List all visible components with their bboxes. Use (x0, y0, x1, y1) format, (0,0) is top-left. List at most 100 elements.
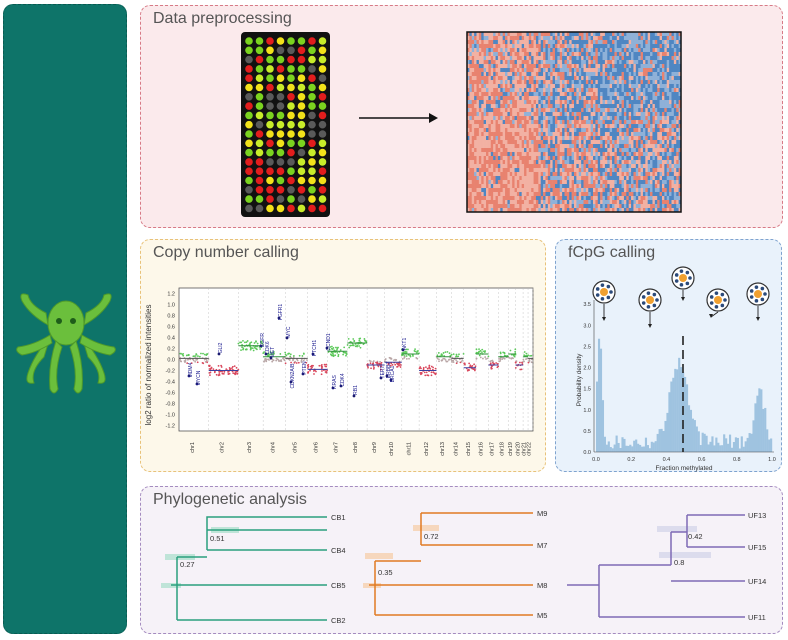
heatmap-cell (650, 180, 653, 184)
heatmap-cell (652, 180, 655, 184)
heatmap-cell (564, 128, 567, 132)
segment-point (395, 359, 397, 361)
heatmap-cell (676, 48, 679, 52)
heatmap-cell (641, 184, 644, 188)
heatmap-cell (491, 124, 494, 128)
heatmap-cell (477, 168, 480, 172)
heatmap-cell (488, 204, 491, 208)
heatmap-cell (569, 184, 572, 188)
heatmap-cell (598, 184, 601, 188)
heatmap-cell (664, 52, 667, 56)
heatmap-cell (591, 140, 594, 144)
heatmap-cell (626, 96, 629, 100)
heatmap-cell (624, 168, 627, 172)
heatmap-cell (645, 128, 648, 132)
heatmap-cell (624, 48, 627, 52)
heatmap-cell (500, 52, 503, 56)
heatmap-cell (567, 108, 570, 112)
heatmap-cell (600, 112, 603, 116)
heatmap-cell (529, 128, 532, 132)
heatmap-cell (645, 108, 648, 112)
heatmap-cell (486, 184, 489, 188)
heatmap-cell (593, 84, 596, 88)
heatmap-cell (624, 132, 627, 136)
heatmap-cell (498, 100, 501, 104)
heatmap-cell (595, 128, 598, 132)
heatmap-cell (648, 144, 651, 148)
microarray-dot (266, 149, 274, 157)
heatmap-cell (669, 120, 672, 124)
heatmap-cell (676, 92, 679, 96)
heatmap-cell (593, 80, 596, 84)
heatmap-cell (472, 128, 475, 132)
heatmap-cell (493, 152, 496, 156)
microarray-dot (308, 74, 316, 82)
heatmap-cell (529, 88, 532, 92)
heatmap-cell (510, 40, 513, 44)
heatmap-cell (574, 128, 577, 132)
heatmap-cell (538, 76, 541, 80)
heatmap-cell (488, 72, 491, 76)
heatmap-cell (657, 92, 660, 96)
heatmap-cell (588, 204, 591, 208)
heatmap-cell (512, 180, 515, 184)
heatmap-cell (493, 184, 496, 188)
heatmap-cell (567, 124, 570, 128)
heatmap-cell (600, 128, 603, 132)
heatmap-cell (505, 96, 508, 100)
heatmap-cell (479, 100, 482, 104)
heatmap-cell (633, 148, 636, 152)
heatmap-cell (574, 176, 577, 180)
heatmap-cell (562, 132, 565, 136)
heatmap-cell (522, 56, 525, 60)
heatmap-cell (614, 92, 617, 96)
segment-point (529, 355, 531, 357)
heatmap-cell (603, 100, 606, 104)
heatmap-cell (636, 72, 639, 76)
heatmap-cell (522, 152, 525, 156)
heatmap-cell (600, 164, 603, 168)
heatmap-cell (652, 40, 655, 44)
heatmap-cell (579, 192, 582, 196)
heatmap-cell (648, 204, 651, 208)
heatmap-cell (486, 88, 489, 92)
heatmap-cell (500, 76, 503, 80)
microarray-dot (256, 195, 264, 203)
heatmap-cell (612, 52, 615, 56)
heatmap-cell (641, 128, 644, 132)
heatmap-cell (572, 172, 575, 176)
heatmap-cell (576, 64, 579, 68)
segment-point (376, 363, 378, 365)
heatmap-cell (581, 120, 584, 124)
heatmap-cell (671, 40, 674, 44)
heatmap-cell (550, 52, 553, 56)
heatmap-cell (553, 100, 556, 104)
heatmap-cell (550, 180, 553, 184)
heatmap-cell (667, 40, 670, 44)
heatmap-cell (543, 124, 546, 128)
heatmap-cell (538, 56, 541, 60)
heatmap-cell (526, 48, 529, 52)
heatmap-cell (598, 104, 601, 108)
heatmap-cell (662, 52, 665, 56)
heatmap-cell (636, 44, 639, 48)
heatmap-cell (674, 80, 677, 84)
heatmap-cell (481, 88, 484, 92)
heatmap-cell (657, 36, 660, 40)
heatmap-cell (633, 128, 636, 132)
heatmap-cell (543, 112, 546, 116)
heatmap-cell (643, 96, 646, 100)
heatmap-cell (671, 44, 674, 48)
heatmap-cell (538, 156, 541, 160)
heatmap-cell (676, 136, 679, 140)
segment-point (253, 350, 255, 352)
heatmap-cell (572, 76, 575, 80)
heatmap-cell (543, 132, 546, 136)
heatmap-cell (469, 64, 472, 68)
heatmap-cell (498, 156, 501, 160)
heatmap-cell (500, 156, 503, 160)
heatmap-cell (567, 112, 570, 116)
heatmap-cell (519, 76, 522, 80)
heatmap-cell (472, 132, 475, 136)
heatmap-cell (517, 112, 520, 116)
